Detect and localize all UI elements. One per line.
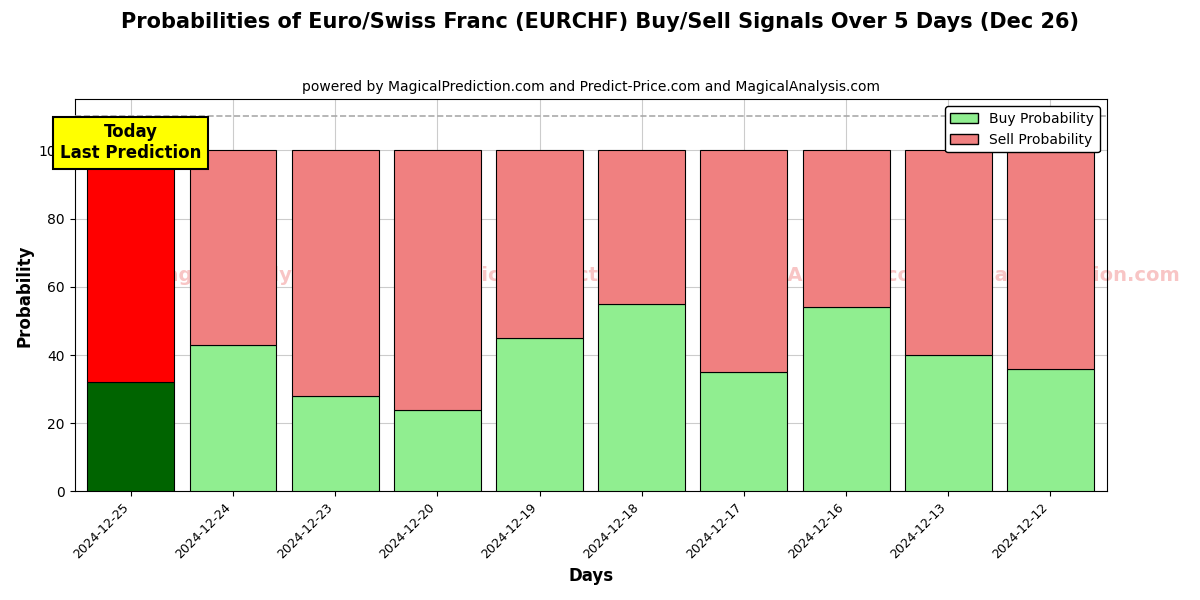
Bar: [292, 396, 379, 491]
Bar: [701, 372, 787, 491]
Bar: [905, 355, 991, 491]
Bar: [599, 151, 685, 304]
Text: MagicalAnalysis.com: MagicalAnalysis.com: [703, 266, 931, 285]
Bar: [803, 151, 889, 307]
Bar: [905, 151, 991, 355]
Bar: [599, 304, 685, 491]
Text: Probabilities of Euro/Swiss Franc (EURCHF) Buy/Sell Signals Over 5 Days (Dec 26): Probabilities of Euro/Swiss Franc (EURCH…: [121, 12, 1079, 32]
Bar: [190, 345, 276, 491]
Bar: [1007, 368, 1094, 491]
Bar: [88, 151, 174, 382]
Bar: [190, 151, 276, 345]
Bar: [394, 410, 481, 491]
Text: Today
Last Prediction: Today Last Prediction: [60, 123, 202, 162]
Y-axis label: Probability: Probability: [16, 244, 34, 347]
Text: MagicalAnalysis.com: MagicalAnalysis.com: [146, 266, 374, 285]
Text: MagicalPrediction.com: MagicalPrediction.com: [930, 266, 1180, 285]
Legend: Buy Probability, Sell Probability: Buy Probability, Sell Probability: [944, 106, 1099, 152]
Bar: [803, 307, 889, 491]
Bar: [394, 151, 481, 410]
Bar: [292, 151, 379, 396]
Bar: [496, 338, 583, 491]
Bar: [88, 382, 174, 491]
Title: powered by MagicalPrediction.com and Predict-Price.com and MagicalAnalysis.com: powered by MagicalPrediction.com and Pre…: [301, 80, 880, 94]
Bar: [496, 151, 583, 338]
Text: MagicalPrediction.com: MagicalPrediction.com: [434, 266, 684, 285]
Bar: [1007, 151, 1094, 368]
X-axis label: Days: Days: [568, 567, 613, 585]
Bar: [701, 151, 787, 372]
